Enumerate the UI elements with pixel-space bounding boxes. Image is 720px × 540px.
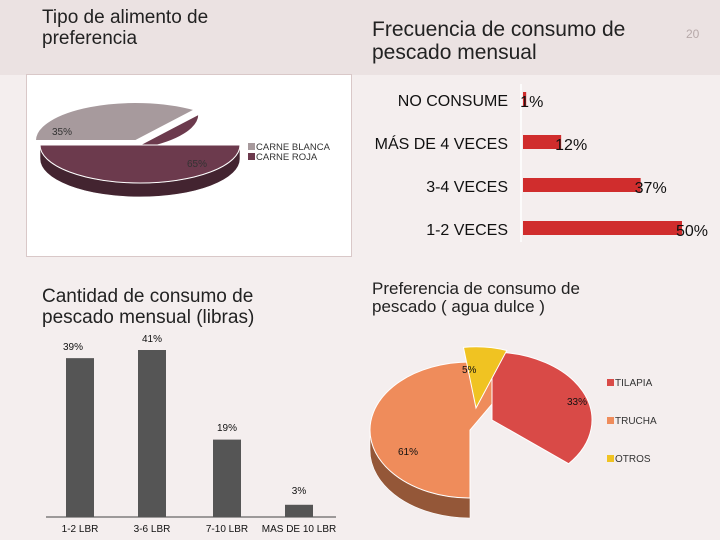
vbar-value-0: 39% [63,342,83,353]
slide-header-band [0,0,720,75]
pie1-legend-swatch-0 [248,143,255,150]
pie1-slice-0 [34,102,196,142]
pie1-slice-1-wrap-top [39,144,241,184]
hbar-bar-2 [523,178,641,192]
chart4-title-line1: Preferencia de consumo de [372,279,580,298]
vbar-bar-3 [285,504,313,517]
chart4-title: Preferencia de consumo de pescado ( agua… [372,279,580,317]
pie2-legend-label-0: TILAPIA [615,378,653,389]
pie2-label-otros: 5% [462,365,477,376]
vbar-value-1: 41% [142,334,162,345]
chart3-title-line1: Cantidad de consumo de [42,286,254,307]
pie2-legend-label-1: TRUCHA [615,416,657,427]
pie1-slice-1-wrap [39,144,241,198]
hbar-bar-0 [523,92,527,106]
hbar-category-0: NO CONSUME [398,93,508,110]
hbar-category-3: 1-2 VECES [426,222,508,239]
pie2-slice-otros-top [462,346,508,410]
vbar-bar-0 [66,358,94,517]
pie1-label-1: 65% [187,159,207,170]
pie2-legend-swatch-0 [607,379,614,386]
vbar-bar-2 [213,439,241,517]
chart1-title: Tipo de alimento de preferencia [42,7,209,49]
vbar-category-0: 1-2 LBR [62,524,99,535]
pie1-legend-label-0: CARNE BLANCA [256,142,331,153]
pie1-legend-label-1: CARNE ROJA [256,152,318,163]
hbar-bar-1 [523,135,562,149]
pie2-slice-tilapia [491,351,593,465]
chart2-title: Frecuencia de consumo de pescado mensual [372,18,626,64]
slide-number: 20 [686,27,700,41]
chart4-title-line2: pescado ( agua dulce ) [372,297,545,317]
chart1-title-line1: Tipo de alimento de [42,7,209,28]
hbar-category-2: 3-4 VECES [426,179,508,196]
pie1-label-0: 35% [52,127,72,138]
pie2-slice-otros [462,346,508,410]
vbar-value-2: 19% [217,423,237,434]
hbar-category-1: MÁS DE 4 VECES [375,134,508,153]
chart1-title-line2: preferencia [42,27,138,49]
pie2-legend-swatch-2 [607,455,614,462]
vbar-bar-1 [138,350,166,517]
vbar-category-3: MAS DE 10 LBR [262,524,336,535]
hbar-value-1: 12% [555,137,587,154]
pie2-legend-label-2: OTROS [615,454,651,465]
pie2-legend-swatch-1 [607,417,614,424]
chart2-title-line1: Frecuencia de consumo de [372,18,626,41]
vbar-value-3: 3% [292,486,307,497]
pie2-slice-tilapia-top [491,351,593,465]
pie2-label-trucha: 61% [398,447,418,458]
hbar-bar-3 [523,221,682,235]
chart2-title-line2: pescado mensual [372,40,537,64]
hbar-value-0: 1% [520,94,543,111]
vbar-category-1: 3-6 LBR [134,524,171,535]
hbar-value-3: 50% [676,223,708,240]
chart3-title: Cantidad de consumo de pescado mensual (… [42,286,255,328]
vbar-category-2: 7-10 LBR [206,524,248,535]
hbar-value-2: 37% [635,180,667,197]
pie1-legend-swatch-1 [248,153,255,160]
pie1-slice-0-top [34,102,196,142]
chart3-title-line2: pescado mensual (libras) [42,306,255,328]
pie2-label-tilapia: 33% [567,397,587,408]
